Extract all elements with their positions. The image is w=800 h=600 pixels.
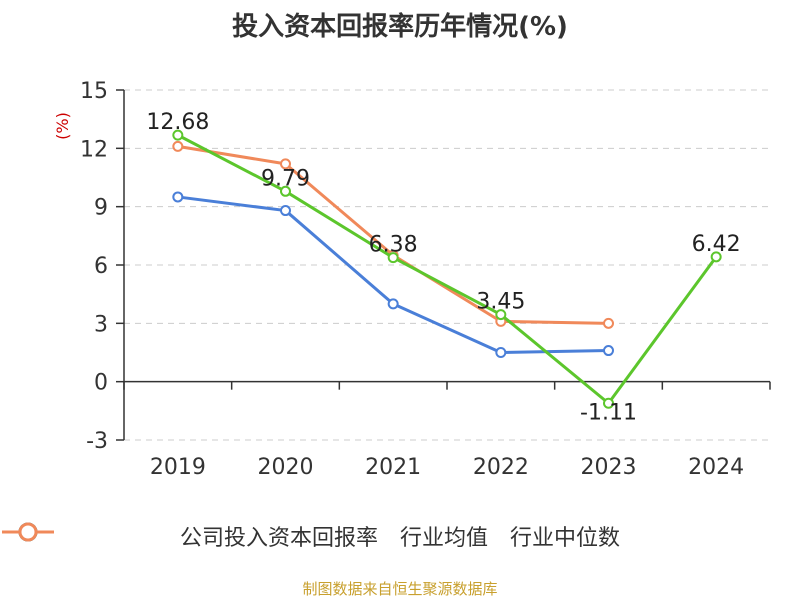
data-point: [495, 347, 507, 358]
data-label: 3.45: [476, 290, 525, 315]
y-tick-label: 6: [94, 254, 108, 279]
data-point: [387, 298, 399, 310]
x-tick-label: 2020: [258, 455, 314, 480]
data-label: 6.38: [369, 233, 418, 258]
x-tick-label: 2024: [688, 455, 744, 480]
legend-marker-industry-median: [2, 522, 54, 542]
data-label: -1.11: [580, 400, 637, 425]
y-axis-unit-label: (%): [53, 112, 72, 140]
x-tick-label: 2021: [365, 455, 421, 480]
legend-label-company: 公司投入资本回报率: [179, 526, 378, 551]
x-tick-label: 2023: [581, 455, 637, 480]
data-point: [710, 251, 722, 263]
data-point: [495, 309, 507, 321]
data-point: [172, 191, 184, 203]
legend-label-industry-median: 行业中位数: [510, 526, 621, 551]
data-point: [603, 345, 614, 357]
series-line-1: [177, 195, 609, 354]
y-tick-label: -3: [86, 429, 108, 454]
data-point: [603, 317, 614, 329]
legend-item-company[interactable]: 公司投入资本回报率: [2, 520, 378, 552]
legend-item-industry-mean[interactable]: 行业均值: [2, 520, 488, 552]
data-point: [387, 252, 399, 264]
data-point: [280, 158, 291, 170]
x-tick-label: 2022: [473, 455, 529, 480]
data-point: [280, 185, 291, 197]
y-tick-label: 12: [80, 137, 108, 162]
y-tick-label: 9: [94, 196, 108, 221]
data-label: 12.68: [146, 110, 209, 135]
series-line-0: [177, 133, 718, 405]
line-chart: -3 0 3 6 9 12 15 2019 2020 2021 2022 2023 2024 (%) 12.…: [53, 79, 771, 480]
data-point: [603, 397, 614, 409]
y-tick-label: 0: [94, 371, 108, 396]
x-tick-label: 2019: [150, 455, 206, 480]
data-point: [172, 140, 184, 152]
data-label: 6.42: [692, 232, 741, 257]
legend: 公司投入资本回报率 行业均值 行业中位数: [0, 520, 800, 552]
legend-item-industry-median[interactable]: 行业中位数: [2, 520, 621, 552]
data-label: 9.79: [261, 166, 310, 191]
y-tick-label: 3: [94, 312, 108, 337]
source-note: 制图数据来自恒生聚源数据库: [302, 580, 498, 598]
chart-title: 投入资本回报率历年情况(%): [232, 12, 568, 42]
y-tick-label: 15: [80, 79, 108, 104]
data-point: [280, 205, 291, 217]
data-point: [172, 129, 184, 141]
legend-label-industry-mean: 行业均值: [399, 526, 488, 551]
